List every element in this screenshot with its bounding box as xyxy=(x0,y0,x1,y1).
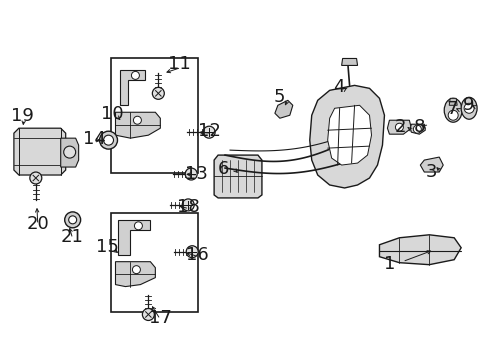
Polygon shape xyxy=(386,120,410,134)
Circle shape xyxy=(185,168,197,180)
Circle shape xyxy=(186,246,198,258)
Polygon shape xyxy=(14,128,65,175)
Text: 16: 16 xyxy=(186,246,208,264)
Polygon shape xyxy=(448,98,456,105)
Circle shape xyxy=(68,216,77,224)
Text: 20: 20 xyxy=(27,215,49,233)
Polygon shape xyxy=(115,262,155,287)
Text: 8: 8 xyxy=(412,118,424,136)
Polygon shape xyxy=(327,105,371,165)
Circle shape xyxy=(100,131,117,149)
Text: 9: 9 xyxy=(462,96,474,114)
Ellipse shape xyxy=(443,98,461,122)
Circle shape xyxy=(64,212,81,228)
Circle shape xyxy=(182,199,194,211)
Text: 6: 6 xyxy=(218,160,229,178)
Text: 10: 10 xyxy=(101,105,123,123)
Circle shape xyxy=(142,309,154,320)
Polygon shape xyxy=(409,124,425,134)
Circle shape xyxy=(395,123,403,131)
Text: 5: 5 xyxy=(273,88,285,106)
Circle shape xyxy=(30,172,41,184)
Circle shape xyxy=(463,103,473,113)
Text: 18: 18 xyxy=(177,198,200,216)
Text: 13: 13 xyxy=(185,165,208,183)
Circle shape xyxy=(133,116,141,124)
Circle shape xyxy=(134,222,142,230)
Ellipse shape xyxy=(460,97,476,119)
Circle shape xyxy=(63,146,76,158)
Text: 1: 1 xyxy=(384,255,395,273)
Text: 15: 15 xyxy=(95,238,118,256)
Polygon shape xyxy=(341,58,357,66)
Polygon shape xyxy=(379,235,460,265)
Text: 11: 11 xyxy=(168,55,191,73)
Circle shape xyxy=(132,266,140,274)
Circle shape xyxy=(447,110,457,120)
Text: 17: 17 xyxy=(149,310,172,328)
Polygon shape xyxy=(61,138,79,167)
Text: 14: 14 xyxy=(82,130,105,148)
Polygon shape xyxy=(274,100,292,118)
Polygon shape xyxy=(309,85,384,188)
Text: 12: 12 xyxy=(198,122,221,140)
Polygon shape xyxy=(118,220,150,255)
Circle shape xyxy=(103,135,113,145)
Bar xyxy=(110,58,198,173)
Text: 2: 2 xyxy=(394,118,405,136)
Circle shape xyxy=(412,125,421,133)
Polygon shape xyxy=(214,155,262,198)
Polygon shape xyxy=(120,71,145,105)
Text: 19: 19 xyxy=(11,107,34,125)
Text: 7: 7 xyxy=(446,100,457,118)
Circle shape xyxy=(152,87,164,99)
Bar xyxy=(110,213,198,312)
Circle shape xyxy=(131,71,139,80)
Circle shape xyxy=(203,126,215,138)
Text: 21: 21 xyxy=(61,228,83,246)
Text: 3: 3 xyxy=(425,163,436,181)
Polygon shape xyxy=(420,157,442,172)
Polygon shape xyxy=(115,112,160,138)
Text: 4: 4 xyxy=(332,78,344,96)
